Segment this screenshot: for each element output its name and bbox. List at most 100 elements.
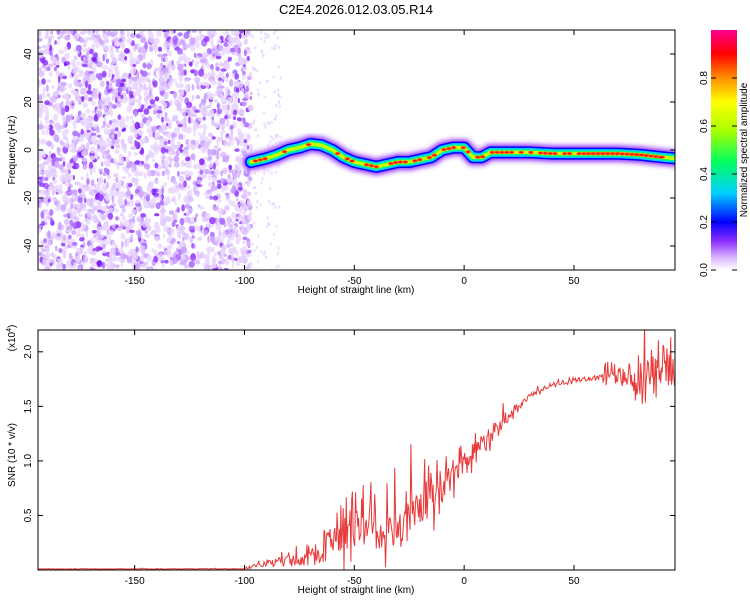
- noise-speck: [38, 170, 43, 175]
- noise-speck: [242, 117, 246, 124]
- noise-speck: [227, 174, 231, 179]
- noise-speck: [278, 94, 281, 99]
- noise-speck: [100, 213, 105, 219]
- noise-speck: [50, 30, 54, 35]
- noise-speck: [38, 53, 45, 59]
- noise-speck: [121, 60, 127, 64]
- noise-speck: [165, 30, 170, 33]
- noise-speck: [119, 33, 124, 40]
- noise-speck: [55, 89, 60, 97]
- noise-speck: [214, 168, 220, 176]
- noise-speck: [227, 56, 232, 62]
- noise-speck: [66, 261, 71, 266]
- noise-speck: [162, 30, 167, 33]
- signal-peak: [577, 152, 582, 155]
- noise-speck: [67, 234, 72, 240]
- noise-speck: [61, 115, 66, 121]
- noise-speck: [211, 246, 215, 253]
- noise-speck: [81, 30, 88, 35]
- noise-speck: [239, 139, 243, 146]
- snr-xtick-label: -150: [125, 576, 145, 587]
- noise-speck: [79, 202, 87, 208]
- signal-peak: [538, 151, 543, 155]
- noise-speck: [111, 249, 114, 257]
- noise-speck: [105, 205, 109, 209]
- noise-speck: [246, 55, 250, 62]
- noise-speck: [185, 156, 191, 162]
- noise-speck: [274, 44, 277, 48]
- signal-peak: [553, 152, 558, 155]
- noise-speck: [163, 91, 169, 100]
- noise-speck: [114, 224, 119, 229]
- noise-speck: [183, 232, 190, 241]
- noise-speck: [164, 55, 168, 63]
- noise-speck: [209, 30, 216, 35]
- noise-speck: [207, 156, 213, 161]
- noise-speck: [279, 76, 282, 80]
- noise-speck: [59, 85, 65, 93]
- noise-speck: [240, 255, 246, 263]
- noise-speck: [215, 223, 222, 231]
- noise-speck: [235, 163, 238, 169]
- noise-speck: [154, 96, 160, 102]
- noise-speck: [224, 114, 229, 120]
- noise-speck: [225, 72, 229, 78]
- noise-speck: [277, 246, 280, 250]
- noise-speck: [116, 266, 119, 270]
- noise-speck: [237, 166, 241, 172]
- noise-speck: [193, 185, 197, 193]
- noise-speck: [192, 106, 197, 112]
- noise-speck: [157, 106, 163, 111]
- noise-speck: [101, 184, 107, 192]
- noise-speck: [214, 99, 218, 103]
- noise-speck: [148, 33, 155, 39]
- noise-speck: [112, 104, 117, 109]
- noise-speck: [103, 160, 110, 166]
- noise-speck: [216, 136, 222, 142]
- noise-speck: [101, 103, 108, 110]
- noise-speck: [241, 101, 248, 107]
- noise-speck: [220, 68, 227, 72]
- noise-speck: [252, 186, 255, 190]
- noise-speck: [197, 204, 201, 208]
- noise-speck: [220, 129, 224, 138]
- noise-speck: [60, 208, 66, 212]
- noise-speck: [229, 124, 234, 130]
- noise-speck: [241, 252, 245, 257]
- signal-peak: [335, 152, 340, 155]
- noise-speck: [212, 195, 219, 201]
- noise-speck: [70, 162, 74, 167]
- noise-speck: [93, 165, 96, 174]
- noise-speck: [233, 82, 238, 87]
- noise-speck: [70, 238, 76, 243]
- noise-speck: [146, 128, 150, 132]
- noise-speck: [159, 71, 164, 77]
- signal-peak: [374, 165, 379, 168]
- noise-speck: [183, 170, 191, 178]
- noise-speck: [140, 247, 146, 256]
- noise-speck: [201, 216, 207, 222]
- noise-speck: [268, 121, 271, 125]
- noise-speck: [134, 171, 141, 177]
- snr-axes: -150 -100 -50 0 50 0.5 1.0 1.5 2.0: [23, 330, 675, 587]
- noise-speck: [105, 258, 109, 262]
- noise-speck: [139, 69, 144, 75]
- noise-speck: [181, 246, 187, 254]
- noise-speck: [225, 119, 230, 127]
- noise-speck: [211, 136, 216, 140]
- noise-speck: [218, 230, 222, 238]
- noise-speck: [243, 49, 247, 57]
- noise-speck: [195, 213, 199, 218]
- noise-speck: [215, 55, 222, 60]
- noise-speck: [212, 258, 217, 263]
- noise-speck: [52, 196, 58, 202]
- colorbar-label: Normalized spectral amplitude: [739, 82, 750, 217]
- noise-speck: [224, 60, 229, 68]
- signal-peak: [475, 156, 480, 159]
- noise-speck: [88, 137, 92, 146]
- noise-speck: [274, 170, 278, 174]
- signal-peak: [282, 150, 287, 153]
- noise-speck: [47, 155, 51, 163]
- noise-speck: [229, 47, 236, 53]
- noise-speck: [73, 189, 78, 196]
